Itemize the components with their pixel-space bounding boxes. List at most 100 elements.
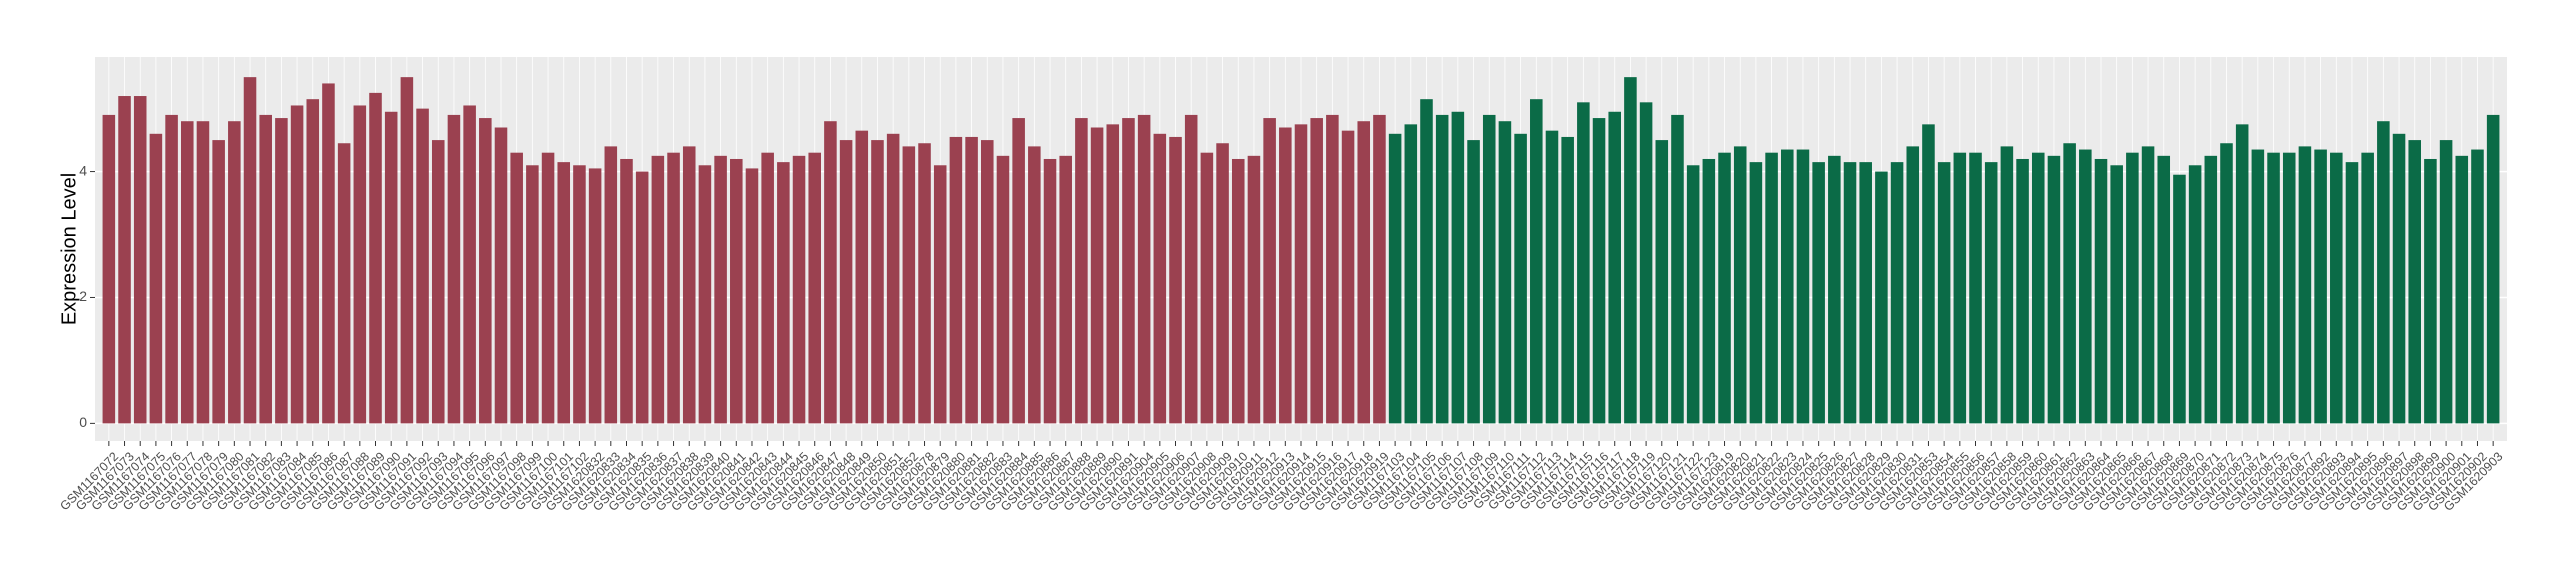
bar: [2361, 152, 2374, 424]
bar: [1122, 118, 1135, 424]
y-tick-label: 0: [79, 414, 87, 430]
bar: [1028, 146, 1041, 424]
bar: [2110, 165, 2123, 424]
bar: [1043, 158, 1057, 424]
bar: [2424, 158, 2437, 424]
bar: [635, 171, 649, 424]
bar: [996, 155, 1010, 424]
bar: [2486, 114, 2500, 424]
bar: [118, 96, 131, 424]
bar: [1530, 99, 1543, 424]
bar: [1937, 162, 1951, 424]
bar: [1106, 124, 1120, 424]
bar: [1655, 140, 1669, 424]
y-tick-label: 2: [79, 288, 87, 304]
bar: [1404, 124, 1418, 424]
bar: [1090, 127, 1104, 424]
bar: [965, 136, 978, 424]
bar: [682, 146, 696, 424]
bar: [1639, 102, 1653, 424]
bar: [1733, 146, 1747, 424]
bar: [1953, 152, 1967, 424]
bar: [1765, 152, 1778, 424]
bar: [1686, 165, 1700, 424]
bar: [604, 146, 618, 424]
bar: [2204, 155, 2218, 424]
bar: [447, 114, 461, 424]
bar: [526, 165, 539, 424]
bar: [933, 165, 947, 424]
bar: [1796, 149, 1810, 424]
bar: [1514, 133, 1527, 424]
bar: [2016, 158, 2029, 424]
bar: [1153, 133, 1167, 424]
bar: [275, 118, 288, 424]
bar: [1294, 124, 1308, 424]
bar: [1922, 124, 1935, 424]
bar: [902, 146, 916, 424]
bar: [165, 114, 178, 424]
bar: [1482, 114, 1496, 424]
bar: [2330, 152, 2343, 424]
bar: [2439, 140, 2453, 424]
bar: [1059, 155, 1072, 424]
bar: [1890, 162, 1904, 424]
bar: [1451, 111, 1465, 424]
bar: [1169, 136, 1182, 424]
bar: [2079, 149, 2092, 424]
bar: [2471, 149, 2484, 424]
bar: [2047, 155, 2061, 424]
bar: [557, 162, 571, 424]
bar: [306, 99, 320, 424]
bar: [2455, 155, 2469, 424]
bar: [2298, 146, 2312, 424]
bar: [2408, 140, 2421, 424]
bar: [416, 108, 429, 424]
bar: [855, 130, 869, 424]
bar: [871, 140, 884, 424]
bar: [1702, 158, 1716, 424]
bar: [730, 158, 743, 424]
bar: [2314, 149, 2327, 424]
bar: [102, 114, 116, 424]
bar: [2235, 124, 2249, 424]
bar: [573, 165, 586, 424]
bar: [1781, 149, 1794, 424]
bar: [1216, 143, 1229, 424]
bar: [981, 140, 994, 424]
bar: [1326, 114, 1339, 424]
bar: [949, 136, 963, 424]
bar: [149, 133, 163, 424]
bar: [1467, 140, 1480, 424]
bar: [259, 114, 272, 424]
bar: [1671, 114, 1684, 424]
bar: [337, 143, 351, 424]
bar: [1388, 133, 1402, 424]
bar: [1984, 162, 1998, 424]
bar: [651, 155, 665, 424]
bar: [243, 77, 257, 424]
bar: [1577, 102, 1590, 424]
bar: [839, 140, 853, 424]
bar: [667, 152, 680, 424]
bar: [2000, 146, 2014, 424]
bar: [1310, 118, 1323, 424]
bar: [1231, 158, 1245, 424]
bar: [2282, 152, 2296, 424]
bar: [698, 165, 712, 424]
bar: [353, 105, 367, 424]
bar: [2094, 158, 2108, 424]
bar: [918, 143, 931, 424]
bar: [479, 118, 492, 424]
bar: [1012, 118, 1025, 424]
bar: [2031, 152, 2045, 424]
bar: [1624, 77, 1637, 424]
bar: [1718, 152, 1731, 424]
bar: [322, 83, 335, 424]
bar: [1875, 171, 1888, 424]
bar: [1545, 130, 1559, 424]
bar: [369, 92, 382, 424]
bar: [431, 140, 445, 424]
bar: [212, 140, 225, 424]
